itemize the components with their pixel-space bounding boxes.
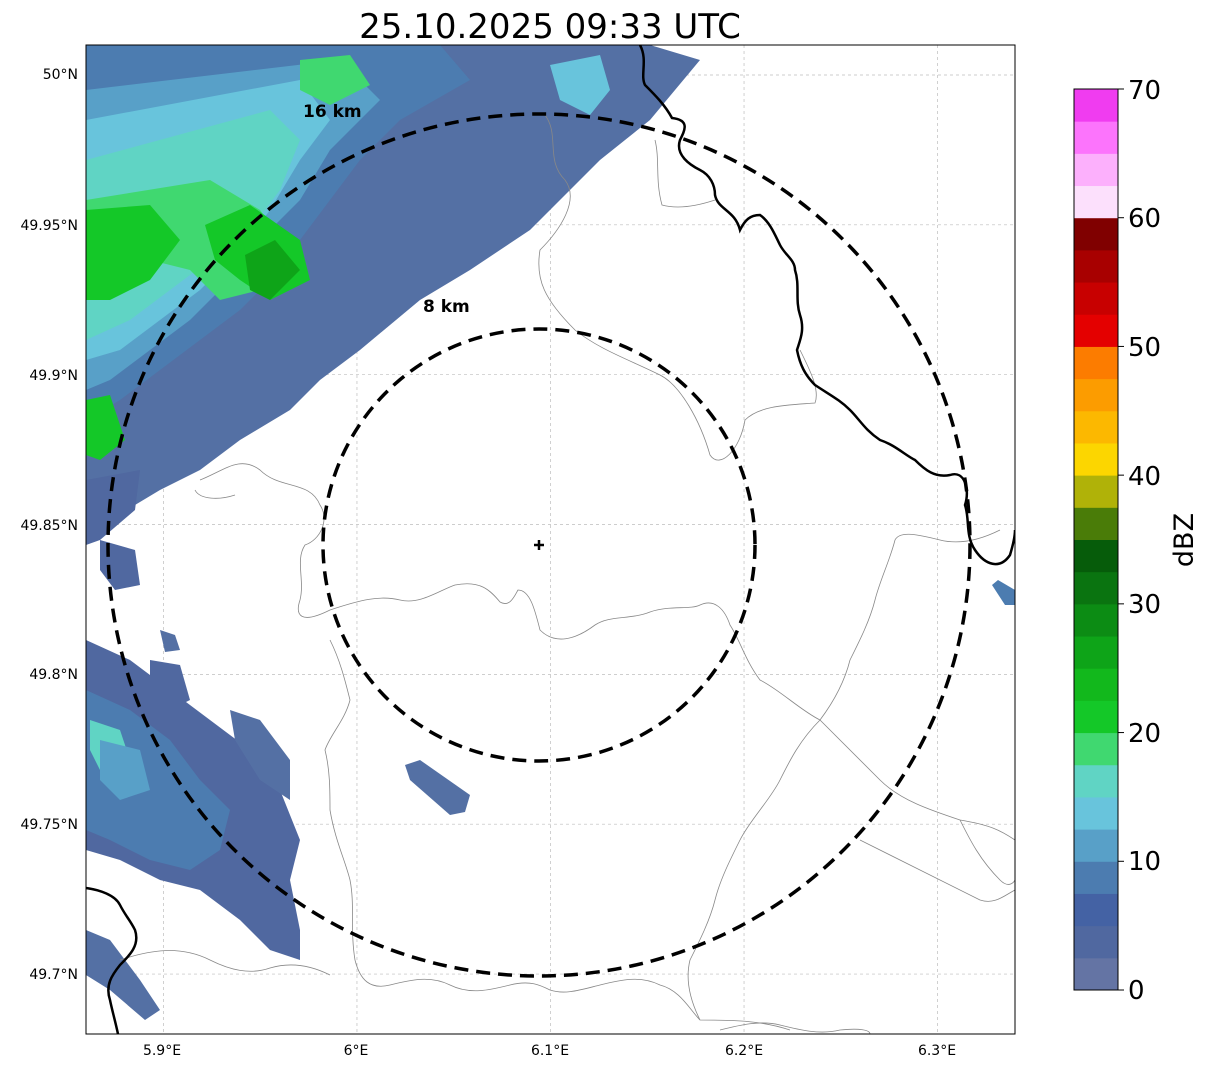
colorbar-swatch <box>1074 732 1118 766</box>
x-tick-label: 6.2°E <box>725 1043 763 1059</box>
colorbar-swatch <box>1074 153 1118 187</box>
colorbar-tick-label: 0 <box>1128 976 1145 1006</box>
x-tick-label: 6.3°E <box>918 1043 956 1059</box>
echo-northwest <box>86 45 700 590</box>
colorbar-swatch <box>1074 603 1118 637</box>
colorbar-swatch <box>1074 571 1118 605</box>
y-tick-label: 49.8°N <box>29 667 78 683</box>
colorbar-swatch <box>1074 700 1118 734</box>
reflectivity-echoes <box>86 45 1015 1020</box>
colorbar-swatch <box>1074 442 1118 476</box>
colorbar-tick-label: 40 <box>1128 462 1161 492</box>
colorbar-swatch <box>1074 764 1118 798</box>
colorbar-swatch <box>1074 121 1118 154</box>
x-tick-label: 6°E <box>344 1043 369 1059</box>
colorbar-tick-label: 30 <box>1128 590 1161 620</box>
echo-east-small <box>992 580 1015 605</box>
x-tick-label: 5.9°E <box>143 1043 181 1059</box>
gridlines <box>86 45 1015 1034</box>
colorbar-swatch <box>1074 185 1118 219</box>
colorbar-swatch <box>1074 475 1118 508</box>
map-title: 25.10.2025 09:33 UTC <box>359 7 741 47</box>
colorbar-swatch <box>1074 957 1118 991</box>
ring-label-16km: 16 km <box>303 102 362 122</box>
colorbar-swatch <box>1074 346 1118 380</box>
range-ring-8km <box>321 327 757 763</box>
colorbar-frame <box>1073 88 1119 991</box>
colorbar-swatch <box>1074 539 1118 573</box>
colorbar-swatches <box>1074 89 1118 991</box>
colorbar-swatch <box>1074 249 1118 283</box>
colorbar-swatch <box>1074 89 1118 122</box>
range-rings <box>106 112 972 978</box>
colorbar-tick-labels: 0 10 20 30 40 50 60 70 <box>1128 76 1161 1006</box>
ring-label-8km: 8 km <box>423 297 470 317</box>
colorbar-tick-label: 70 <box>1128 76 1161 106</box>
radar-site-marker <box>534 540 544 550</box>
colorbar-swatch <box>1074 829 1118 862</box>
colorbar-swatch <box>1074 378 1118 412</box>
y-tick-label: 49.9°N <box>29 368 78 384</box>
colorbar: 0 10 20 30 40 50 60 70 dBZ <box>1073 76 1200 1006</box>
colorbar-swatch <box>1074 314 1118 347</box>
x-axis-tick-labels: 5.9°E 6°E 6.1°E 6.2°E 6.3°E <box>143 1043 956 1059</box>
colorbar-tick-label: 10 <box>1128 847 1161 877</box>
colorbar-swatch <box>1074 925 1118 959</box>
y-tick-label: 50°N <box>43 67 78 83</box>
colorbar-swatch <box>1074 282 1118 315</box>
colorbar-swatch <box>1074 861 1118 894</box>
colorbar-swatch <box>1074 636 1118 669</box>
y-axis-tick-labels: 50°N 49.95°N 49.9°N 49.85°N 49.8°N 49.75… <box>20 67 78 983</box>
y-tick-label: 49.7°N <box>29 967 78 983</box>
colorbar-label: dBZ <box>1169 513 1200 567</box>
echo-south-small <box>405 760 470 815</box>
colorbar-swatch <box>1074 668 1118 701</box>
range-ring-16km <box>106 112 972 978</box>
y-tick-label: 49.75°N <box>20 817 78 833</box>
thin-borders <box>119 114 1015 1034</box>
colorbar-swatch <box>1074 507 1118 540</box>
colorbar-tick-label: 50 <box>1128 333 1161 363</box>
map-panel: 16 km 8 km 5.9°E 6°E 6.1°E 6.2°E 6.3°E 5… <box>20 44 1016 1059</box>
colorbar-swatch <box>1074 893 1118 927</box>
colorbar-ticks <box>1118 88 1124 991</box>
y-tick-label: 49.85°N <box>20 518 78 534</box>
map-frame <box>85 44 1016 1035</box>
colorbar-swatch <box>1074 410 1118 444</box>
colorbar-tick-label: 60 <box>1128 204 1161 234</box>
x-tick-label: 6.1°E <box>531 1043 569 1059</box>
colorbar-swatch <box>1074 796 1118 830</box>
y-tick-label: 49.95°N <box>20 218 78 234</box>
colorbar-tick-label: 20 <box>1128 719 1161 749</box>
colorbar-swatch <box>1074 217 1118 251</box>
